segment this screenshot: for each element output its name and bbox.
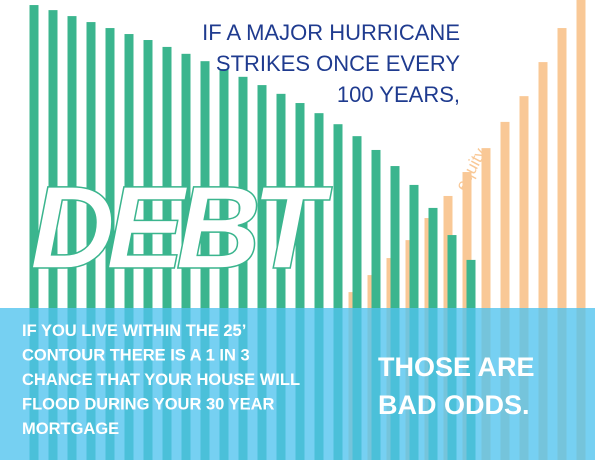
debt-bar bbox=[295, 103, 305, 460]
debt-bar bbox=[29, 5, 39, 460]
debt-bar bbox=[124, 34, 134, 460]
note-line: MORTGAGE bbox=[22, 420, 119, 438]
debt-bar bbox=[143, 40, 153, 460]
conclusion-line: THOSE ARE bbox=[378, 352, 535, 382]
equity-bar bbox=[538, 62, 548, 460]
note-line: CONTOUR THERE IS A 1 IN 3 bbox=[22, 347, 250, 365]
note-line: IF YOU LIVE WITHIN THE 25’ bbox=[22, 322, 246, 340]
debt-bar bbox=[86, 22, 96, 460]
debt-bar bbox=[162, 46, 172, 460]
note-line: CHANCE THAT YOUR HOUSE WILL bbox=[22, 371, 300, 389]
debt-bar bbox=[371, 149, 381, 460]
headline: STRIKES ONCE EVERY bbox=[216, 51, 460, 76]
debt-bar bbox=[48, 10, 58, 460]
debt-bar bbox=[67, 16, 77, 460]
debt-bar bbox=[105, 28, 115, 460]
debt-bar bbox=[219, 69, 229, 460]
debt-bar bbox=[333, 124, 343, 460]
debt-label: DEBT bbox=[30, 162, 333, 294]
debt-bar bbox=[352, 136, 362, 460]
equity-bar bbox=[576, 0, 586, 460]
debt-bar bbox=[181, 53, 191, 460]
headline: IF A MAJOR HURRICANE bbox=[202, 20, 460, 45]
debt-bar bbox=[276, 93, 286, 460]
headline: 100 YEARS, bbox=[337, 82, 460, 107]
debt-bar bbox=[238, 76, 248, 460]
conclusion-line: BAD ODDS. bbox=[378, 390, 530, 420]
equity-bar bbox=[481, 148, 491, 460]
overlay-panel bbox=[0, 308, 595, 460]
debt-bar bbox=[314, 113, 324, 460]
equity-bar bbox=[500, 121, 510, 460]
note-line: FLOOD DURING YOUR 30 YEAR bbox=[22, 396, 275, 414]
equity-bar bbox=[519, 96, 529, 460]
debt-bar bbox=[257, 85, 267, 460]
equity-bar bbox=[557, 28, 567, 460]
debt-bar bbox=[200, 61, 210, 460]
